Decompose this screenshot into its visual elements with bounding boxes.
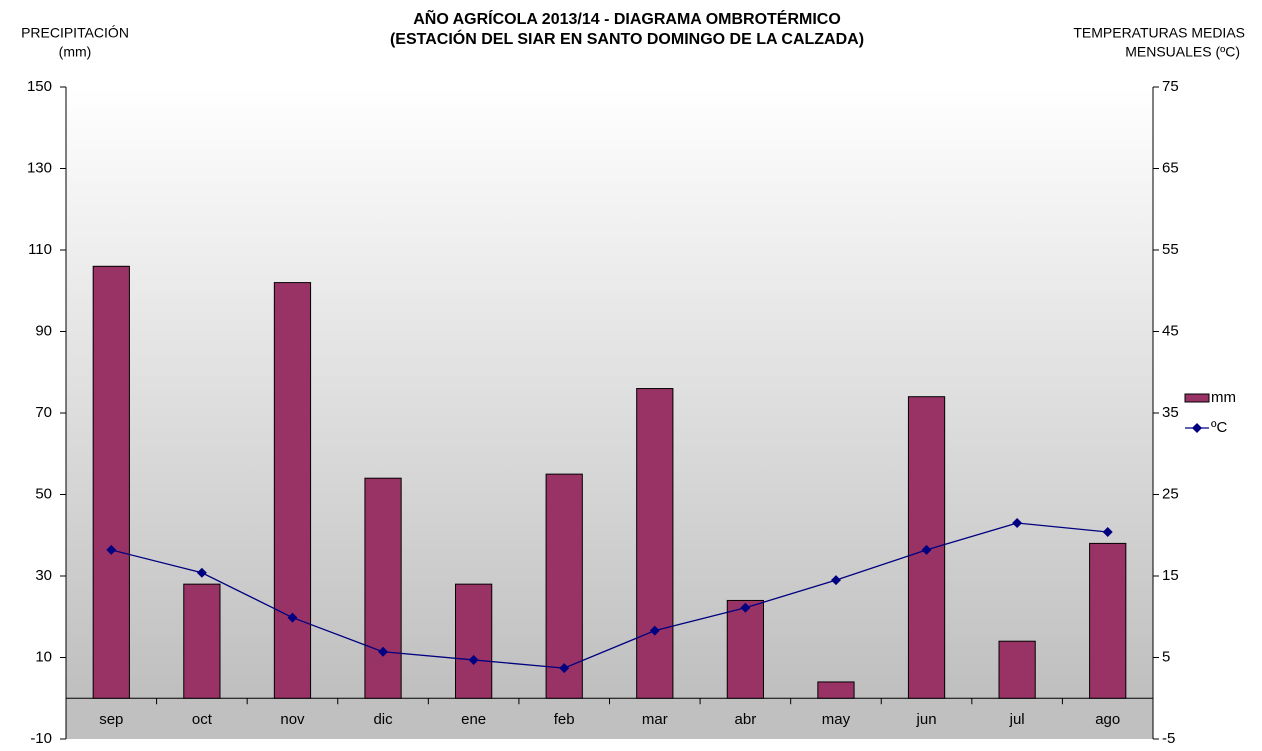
- bar: [998, 640, 1036, 699]
- bar: [636, 388, 674, 699]
- legend-label: mm: [1211, 389, 1236, 406]
- category-band: [66, 698, 1153, 739]
- bar: [364, 477, 402, 699]
- point: [196, 567, 207, 578]
- x-tick-label: may: [822, 711, 851, 728]
- x-tick-label: ene: [461, 711, 486, 728]
- x-tick-label: nov: [280, 711, 305, 728]
- y2-tick-label: 45: [1162, 322, 1179, 339]
- bar: [455, 583, 493, 699]
- y2-tick-label: 35: [1162, 404, 1179, 421]
- line: [111, 522, 1108, 669]
- chart-title: (ESTACIÓN DEL SIAR EN SANTO DOMINGO DE L…: [390, 29, 864, 48]
- y2-tick-label: 15: [1162, 567, 1179, 584]
- legend-label: ºC: [1211, 419, 1227, 436]
- y-axis-label: (mm): [59, 44, 92, 60]
- x-tick-label: jul: [1009, 711, 1025, 728]
- point: [830, 575, 841, 586]
- x-tick-label: mar: [642, 711, 668, 728]
- chart-title: AÑO AGRÍCOLA 2013/14 - DIAGRAMA OMBROTÉR…: [413, 8, 841, 28]
- legend-swatch: [1192, 423, 1202, 433]
- x-tick-label: dic: [373, 711, 393, 728]
- point: [1102, 526, 1113, 537]
- point: [649, 625, 660, 636]
- y2-axis-label: TEMPERATURAS MEDIAS: [1073, 25, 1245, 41]
- point: [378, 646, 389, 657]
- x-tick-label: sep: [99, 711, 123, 728]
- point: [468, 654, 479, 665]
- y2-axis-label: MENSUALES (ºC): [1125, 44, 1240, 60]
- y2-tick-label: 65: [1162, 159, 1179, 176]
- point: [559, 663, 570, 674]
- x-tick-label: oct: [192, 711, 213, 728]
- y-tick-label: 90: [35, 322, 52, 339]
- point: [106, 544, 117, 555]
- bar: [92, 265, 130, 699]
- y-tick-label: 30: [35, 567, 52, 584]
- y-axis-label: PRECIPITACIÓN: [21, 25, 129, 41]
- y-tick-label: 10: [35, 648, 52, 665]
- y2-tick-label: 5: [1162, 648, 1170, 665]
- bar: [726, 599, 764, 699]
- plot-area: [66, 87, 1153, 699]
- y2-tick-label: 75: [1162, 78, 1179, 95]
- y-tick-label: 110: [28, 241, 52, 258]
- y-tick-label: 50: [35, 485, 52, 502]
- y-tick-label: 70: [35, 404, 52, 421]
- bar: [1089, 542, 1127, 699]
- bar: [817, 681, 855, 699]
- y-tick-label: 150: [27, 78, 52, 95]
- y2-tick-label: -5: [1162, 730, 1175, 747]
- y2-tick-label: 25: [1162, 485, 1179, 502]
- x-tick-label: abr: [735, 711, 757, 728]
- y-tick-label: 130: [27, 159, 52, 176]
- point: [1012, 518, 1023, 529]
- legend-swatch: [1184, 393, 1210, 403]
- bar: [183, 583, 221, 699]
- x-tick-label: jun: [916, 711, 937, 728]
- bar: [273, 282, 312, 699]
- y2-tick-label: 55: [1162, 241, 1179, 258]
- x-tick-label: ago: [1095, 711, 1120, 728]
- x-tick-label: feb: [554, 711, 575, 728]
- point: [921, 544, 932, 555]
- point: [287, 612, 298, 623]
- point: [740, 602, 751, 613]
- y-tick-label: -10: [30, 730, 52, 747]
- bar: [545, 473, 583, 699]
